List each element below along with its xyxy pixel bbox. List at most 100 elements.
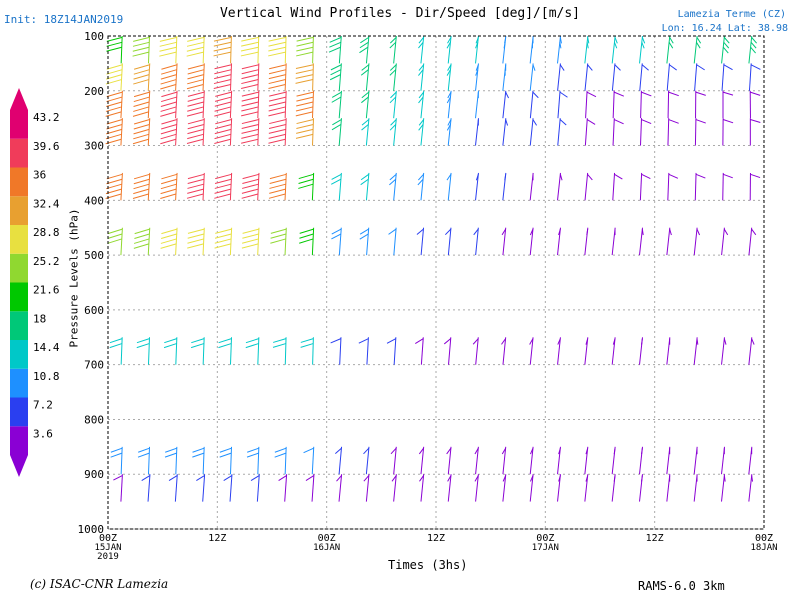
wind-barb (748, 474, 754, 502)
x-tick-label: 12Z (427, 533, 445, 544)
wind-barb (361, 118, 370, 146)
wind-barb (132, 35, 151, 64)
wind-barb (389, 63, 397, 91)
wind-barb (722, 90, 734, 119)
wind-barb (360, 172, 370, 201)
wind-barb (721, 227, 729, 256)
wind-barb (164, 446, 178, 475)
wind-barb (389, 118, 397, 146)
wind-barb (109, 337, 123, 365)
wind-barb (168, 474, 178, 502)
wind-barb (363, 474, 370, 502)
wind-barb (529, 90, 539, 119)
colorbar-tick-label: 10.8 (33, 370, 60, 383)
wind-barb (693, 227, 701, 256)
colorbar-band (10, 225, 28, 254)
wind-barb (196, 474, 206, 502)
wind-barb (159, 35, 178, 64)
wind-barb (474, 446, 479, 475)
wind-barb (105, 90, 123, 119)
wind-barb (557, 172, 563, 201)
wind-barb (219, 446, 233, 475)
wind-barb (241, 172, 260, 201)
y-tick-label: 500 (84, 249, 104, 262)
y-tick-label: 400 (84, 194, 104, 207)
wind-barb (389, 172, 397, 201)
wind-barb (748, 227, 757, 256)
wind-barb (390, 446, 397, 475)
wind-barb (666, 227, 672, 256)
wind-barb (391, 474, 397, 502)
wind-barb (418, 63, 425, 91)
wind-barb (296, 35, 314, 64)
colorbar-tick-label: 3.6 (33, 427, 53, 440)
x-axis-label: Times (3hs) (388, 558, 468, 572)
colorbar-band (10, 340, 28, 369)
wind-barb (133, 227, 151, 256)
wind-barb (557, 63, 565, 91)
wind-barb (268, 35, 287, 64)
wind-barb (300, 337, 314, 365)
wind-barb (529, 227, 534, 256)
wind-barb (213, 63, 233, 91)
wind-barb (133, 63, 151, 91)
y-axis-label: Pressure Levels (hPa) (67, 208, 81, 348)
wind-barb (113, 474, 123, 502)
wind-barb (584, 118, 596, 146)
x-tick-label: 15JAN (94, 543, 121, 553)
wind-barb (612, 90, 625, 119)
wind-barb (274, 446, 287, 475)
x-tick-label: 18JAN (750, 543, 777, 553)
wind-barb (529, 35, 534, 64)
wind-barb (529, 118, 538, 146)
wind-barb (363, 446, 370, 475)
colorbar-top-arrow (10, 88, 28, 110)
wind-barb (529, 474, 534, 502)
wind-barb (110, 446, 123, 475)
x-tick-label: 2019 (97, 552, 119, 562)
grid (107, 35, 765, 530)
wind-barb (501, 337, 507, 365)
colorbar-band (10, 368, 28, 398)
wind-barb (192, 446, 205, 475)
colorbar-band (10, 397, 28, 427)
chart-title: Vertical Wind Profiles - Dir/Speed [deg]… (219, 6, 581, 21)
x-tick-label: 12Z (646, 533, 664, 544)
wind-barb (160, 90, 178, 119)
wind-barb (502, 35, 507, 64)
colorbar-tick-label: 7.2 (33, 399, 53, 412)
wind-barb (667, 118, 679, 146)
wind-barbs (105, 35, 761, 502)
wind-barb (502, 118, 509, 146)
wind-barb (329, 63, 342, 91)
wind-barb (270, 227, 287, 256)
x-tick-label: 00Z (536, 533, 554, 544)
wind-barb (160, 63, 178, 91)
wind-barb (278, 474, 288, 502)
wind-barb (475, 172, 479, 201)
wind-barb (502, 172, 507, 201)
model-label: RAMS-6.0 3km (638, 579, 725, 593)
wind-barb (359, 35, 370, 64)
wind-barb (241, 227, 260, 256)
wind-barb (417, 172, 425, 201)
wind-barb (501, 227, 507, 256)
wind-barb (557, 446, 561, 475)
wind-barb (748, 446, 753, 475)
wind-barb (105, 118, 123, 146)
wind-barb (502, 90, 510, 119)
colorbar-tick-label: 18 (33, 312, 46, 325)
wind-barb (272, 337, 287, 365)
wind-barb (246, 446, 260, 475)
wind-barb (213, 35, 232, 64)
colorbar-tick-label: 39.6 (33, 140, 60, 153)
wind-barb (557, 35, 562, 64)
wind-barb (640, 90, 652, 119)
x-tick-label: 17JAN (532, 543, 559, 553)
wind-barb (584, 337, 589, 365)
wind-barb (160, 172, 178, 201)
wind-barb (667, 90, 679, 119)
y-tick-label: 900 (84, 468, 104, 481)
colorbar-band (10, 253, 28, 283)
